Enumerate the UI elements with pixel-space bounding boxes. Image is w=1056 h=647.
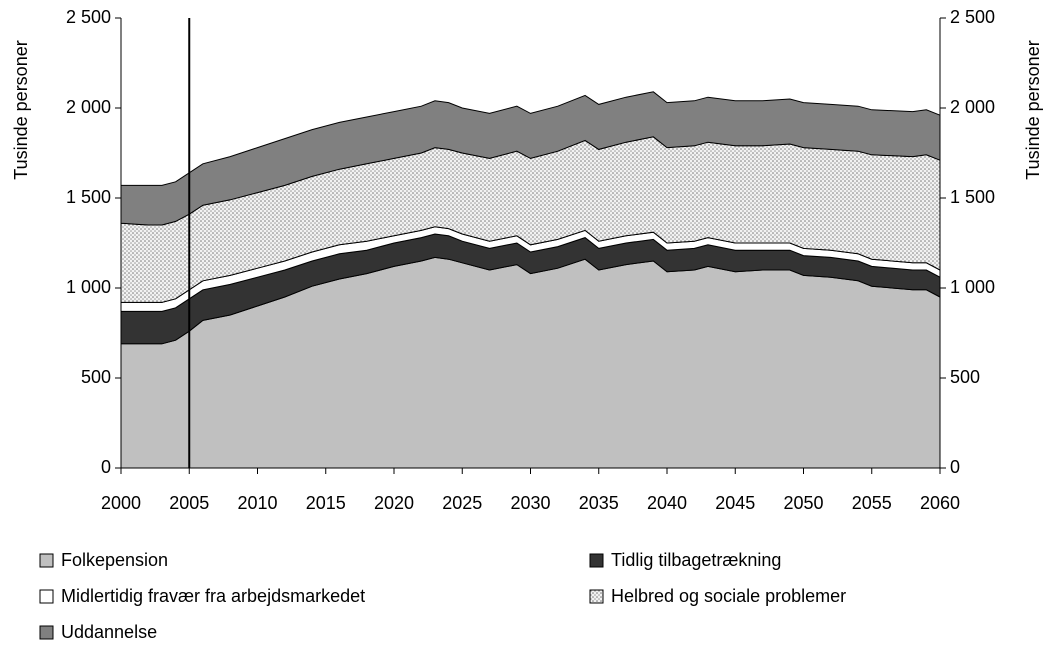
y2-tick-label: 2 500 bbox=[950, 7, 995, 27]
legend-label: Midlertidig fravær fra arbejdsmarkedet bbox=[61, 586, 365, 606]
legend-label: Helbred og sociale problemer bbox=[611, 586, 846, 606]
legend-label: Folkepension bbox=[61, 550, 168, 570]
legend-label: Uddannelse bbox=[61, 622, 157, 642]
y-tick-label: 0 bbox=[101, 457, 111, 477]
y-tick-label: 2 500 bbox=[66, 7, 111, 27]
y2-tick-label: 1 500 bbox=[950, 187, 995, 207]
y-tick-label: 1 500 bbox=[66, 187, 111, 207]
legend-swatch bbox=[39, 589, 54, 604]
x-tick-label: 2060 bbox=[920, 493, 960, 513]
y-tick-label: 2 000 bbox=[66, 97, 111, 117]
legend-label: Tidlig tilbagetrækning bbox=[611, 550, 781, 570]
y2-tick-label: 0 bbox=[950, 457, 960, 477]
x-tick-label: 2050 bbox=[783, 493, 823, 513]
y2-tick-label: 1 000 bbox=[950, 277, 995, 297]
y-tick-label: 1 000 bbox=[66, 277, 111, 297]
x-tick-label: 2040 bbox=[647, 493, 687, 513]
x-tick-label: 2010 bbox=[237, 493, 277, 513]
x-tick-label: 2020 bbox=[374, 493, 414, 513]
x-tick-label: 2005 bbox=[169, 493, 209, 513]
x-tick-label: 2055 bbox=[852, 493, 892, 513]
legend-swatch bbox=[589, 553, 604, 568]
x-tick-label: 2045 bbox=[715, 493, 755, 513]
legend-swatch bbox=[589, 589, 604, 604]
legend-swatch bbox=[39, 553, 54, 568]
x-tick-label: 2000 bbox=[101, 493, 141, 513]
x-tick-label: 2030 bbox=[510, 493, 550, 513]
y-axis-title: Tusinde personer bbox=[11, 40, 31, 179]
legend-swatch bbox=[39, 625, 54, 640]
x-tick-label: 2015 bbox=[306, 493, 346, 513]
y2-axis-title: Tusinde personer bbox=[1023, 40, 1043, 179]
x-tick-label: 2035 bbox=[579, 493, 619, 513]
x-tick-label: 2025 bbox=[442, 493, 482, 513]
y2-tick-label: 2 000 bbox=[950, 97, 995, 117]
y-tick-label: 500 bbox=[81, 367, 111, 387]
y2-tick-label: 500 bbox=[950, 367, 980, 387]
